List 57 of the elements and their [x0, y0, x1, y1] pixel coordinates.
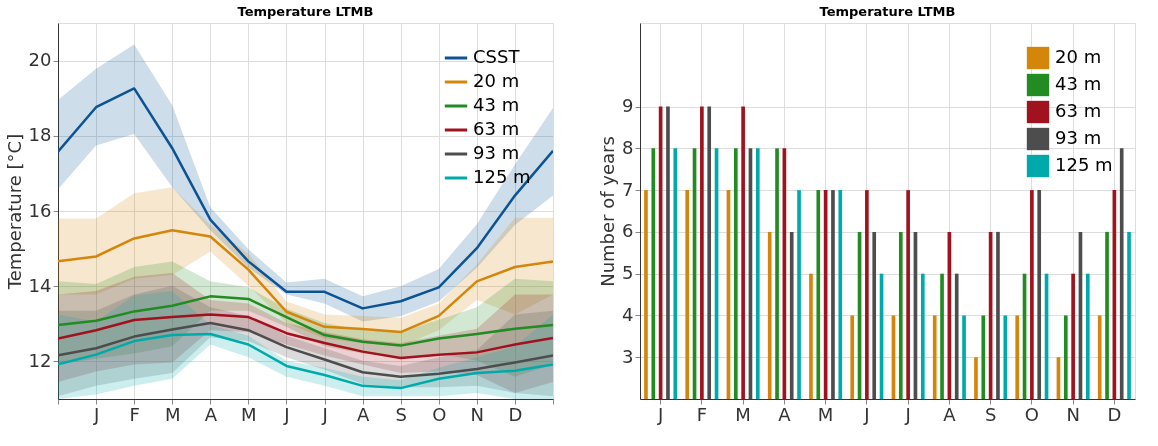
legend-label: 20 m — [473, 70, 520, 91]
line-series — [58, 332, 553, 390]
y-tick-label: 20 — [28, 49, 52, 71]
y-tick-label: 8 — [622, 136, 634, 158]
x-tick-label: J — [863, 403, 870, 425]
x-tick-label: A — [943, 403, 957, 425]
x-tick-label: J — [92, 403, 100, 425]
line-series — [58, 87, 553, 310]
y-tick-label: 6 — [622, 220, 634, 242]
x-tick-label: N — [470, 403, 485, 425]
y-tick-label: 18 — [28, 124, 52, 146]
x-tick-label: F — [129, 403, 140, 425]
legend-label: 20 m — [1055, 46, 1102, 67]
chart-title: Temperature LTMB — [819, 4, 956, 19]
line-series — [58, 228, 553, 334]
legend-label: 43 m — [473, 94, 520, 115]
legend-label: 63 m — [1055, 100, 1102, 121]
x-tick-label: O — [1024, 403, 1039, 425]
x-tick-label: J — [904, 403, 911, 425]
x-tick-label: F — [696, 403, 708, 425]
x-tick-label: M — [164, 403, 181, 425]
legend-label: 63 m — [473, 118, 520, 139]
x-tick-label: J — [321, 403, 328, 425]
y-tick-label: 5 — [622, 262, 634, 284]
y-tick-label: 12 — [28, 349, 52, 371]
x-tick-label: S — [395, 403, 407, 425]
line-series — [58, 295, 553, 347]
x-tick-label: A — [204, 403, 218, 425]
y-tick-label: 14 — [28, 274, 52, 296]
legend-label: 93 m — [473, 142, 520, 163]
x-tick-label: J — [656, 403, 664, 425]
y-tick-label: 4 — [622, 303, 634, 325]
x-tick-label: S — [984, 403, 997, 425]
x-tick-label: J — [283, 403, 290, 425]
legend-label: CSST — [473, 46, 521, 67]
legend-label: 43 m — [1055, 73, 1102, 94]
line-series — [58, 321, 553, 379]
chart-title: Temperature LTMB — [237, 4, 374, 19]
line-series — [58, 313, 553, 360]
y-tick-label: 9 — [622, 95, 634, 117]
x-tick-label: M — [735, 403, 751, 425]
y-tick-label: 3 — [622, 345, 634, 367]
x-tick-label: N — [1066, 403, 1080, 425]
y-axis-title: Temperature [°C] — [3, 133, 25, 291]
legend-label: 125 m — [473, 166, 531, 187]
y-tick-label: 16 — [28, 199, 52, 221]
y-tick-label: 7 — [622, 178, 634, 200]
x-tick-label: M — [817, 403, 834, 425]
x-tick-label: D — [1107, 403, 1122, 425]
x-tick-label: A — [778, 403, 792, 425]
x-tick-label: O — [432, 403, 447, 425]
x-tick-label: M — [241, 403, 257, 425]
x-tick-label: D — [508, 403, 523, 425]
legend-label: 125 m — [1055, 154, 1113, 175]
legend-label: 93 m — [1055, 127, 1102, 148]
y-axis-title: Number of years — [597, 136, 619, 287]
x-tick-label: A — [356, 403, 370, 425]
